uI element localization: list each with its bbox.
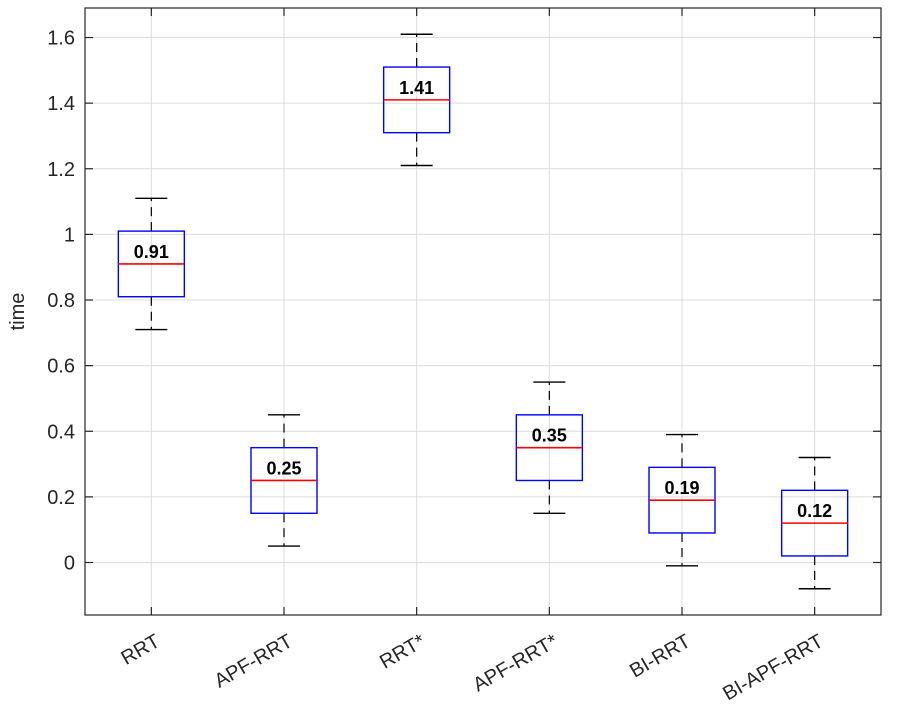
median-label: 0.35	[532, 426, 567, 446]
y-tick-label: 1.4	[47, 93, 75, 115]
y-tick-label: 0	[64, 553, 75, 575]
y-tick-label: 0.2	[47, 487, 75, 509]
y-tick-label: 0.4	[47, 421, 75, 443]
median-label: 0.12	[797, 501, 832, 521]
y-axis-ticks: 0 0.2 0.4 0.6 0.8 1 1.2 1.4 1.6	[47, 28, 881, 575]
median-label: 1.41	[399, 78, 434, 98]
median-label: 0.19	[664, 478, 699, 498]
box-bi-apf-rrt: 0.12	[780, 456, 849, 590]
box-apf-rrt-star: 0.35	[515, 381, 584, 514]
y-tick-label: 0.8	[47, 290, 75, 312]
y-tick-label: 1.6	[47, 28, 75, 50]
median-label: 0.91	[134, 242, 169, 262]
plot-frame	[84, 7, 882, 616]
y-tick-label: 0.6	[47, 356, 75, 378]
box-bi-rrt: 0.19	[648, 433, 716, 567]
y-tick-label: 1.2	[47, 159, 75, 181]
box-apf-rrt: 0.25	[250, 414, 318, 547]
boxes: 0.91 0.25 1.41 0.35 0.19 0.12	[117, 33, 849, 590]
y-axis-label: time	[7, 293, 29, 331]
median-label: 0.25	[266, 458, 301, 478]
box-rrt-star: 1.41	[382, 33, 451, 167]
box-rrt: 0.91	[117, 197, 186, 331]
y-tick-label: 1	[64, 224, 75, 246]
